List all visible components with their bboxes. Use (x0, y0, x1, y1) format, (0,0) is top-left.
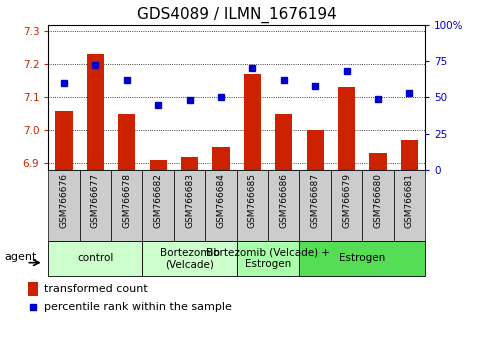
Bar (205, 170, 237, 241)
Bar (237, 170, 268, 241)
Bar (244, 74, 261, 170)
Text: control: control (77, 253, 114, 263)
Bar (174, 170, 205, 241)
Text: GSM766681: GSM766681 (405, 173, 414, 228)
Text: transformed count: transformed count (44, 284, 148, 294)
Bar (299, 170, 331, 241)
Text: GSM766685: GSM766685 (248, 173, 257, 228)
Text: agent: agent (5, 252, 37, 262)
Bar (181, 157, 198, 170)
Text: GSM766682: GSM766682 (154, 173, 163, 228)
Text: GSM766680: GSM766680 (373, 173, 383, 228)
Text: GSM766679: GSM766679 (342, 173, 351, 228)
Bar (28, 282, 38, 296)
Bar (338, 87, 355, 170)
Bar (299, 241, 425, 276)
Bar (331, 170, 362, 241)
Text: GDS4089 / ILMN_1676194: GDS4089 / ILMN_1676194 (137, 7, 337, 23)
Text: Estrogen: Estrogen (339, 253, 385, 263)
Bar (142, 170, 174, 241)
Bar (48, 170, 80, 241)
Bar (237, 241, 299, 276)
Bar (369, 153, 386, 170)
Bar (268, 170, 299, 241)
Bar (111, 170, 142, 241)
Text: GSM766684: GSM766684 (216, 173, 226, 228)
Bar (48, 241, 142, 276)
Bar (118, 114, 135, 170)
Text: GSM766686: GSM766686 (279, 173, 288, 228)
Bar (394, 170, 425, 241)
Bar (362, 170, 394, 241)
Bar (87, 55, 104, 170)
Bar (150, 160, 167, 170)
Bar (307, 130, 324, 170)
Text: GSM766677: GSM766677 (91, 173, 100, 228)
Text: GSM766687: GSM766687 (311, 173, 320, 228)
Bar (401, 140, 418, 170)
Text: Bortezomib (Velcade) +
Estrogen: Bortezomib (Velcade) + Estrogen (206, 247, 330, 269)
Text: GSM766683: GSM766683 (185, 173, 194, 228)
Bar (213, 147, 229, 170)
Bar (142, 241, 237, 276)
Bar (56, 110, 72, 170)
Text: GSM766676: GSM766676 (59, 173, 69, 228)
Text: percentile rank within the sample: percentile rank within the sample (44, 302, 232, 312)
Bar (275, 114, 292, 170)
Text: GSM766678: GSM766678 (122, 173, 131, 228)
Text: Bortezomib
(Velcade): Bortezomib (Velcade) (159, 247, 220, 269)
Bar (80, 170, 111, 241)
